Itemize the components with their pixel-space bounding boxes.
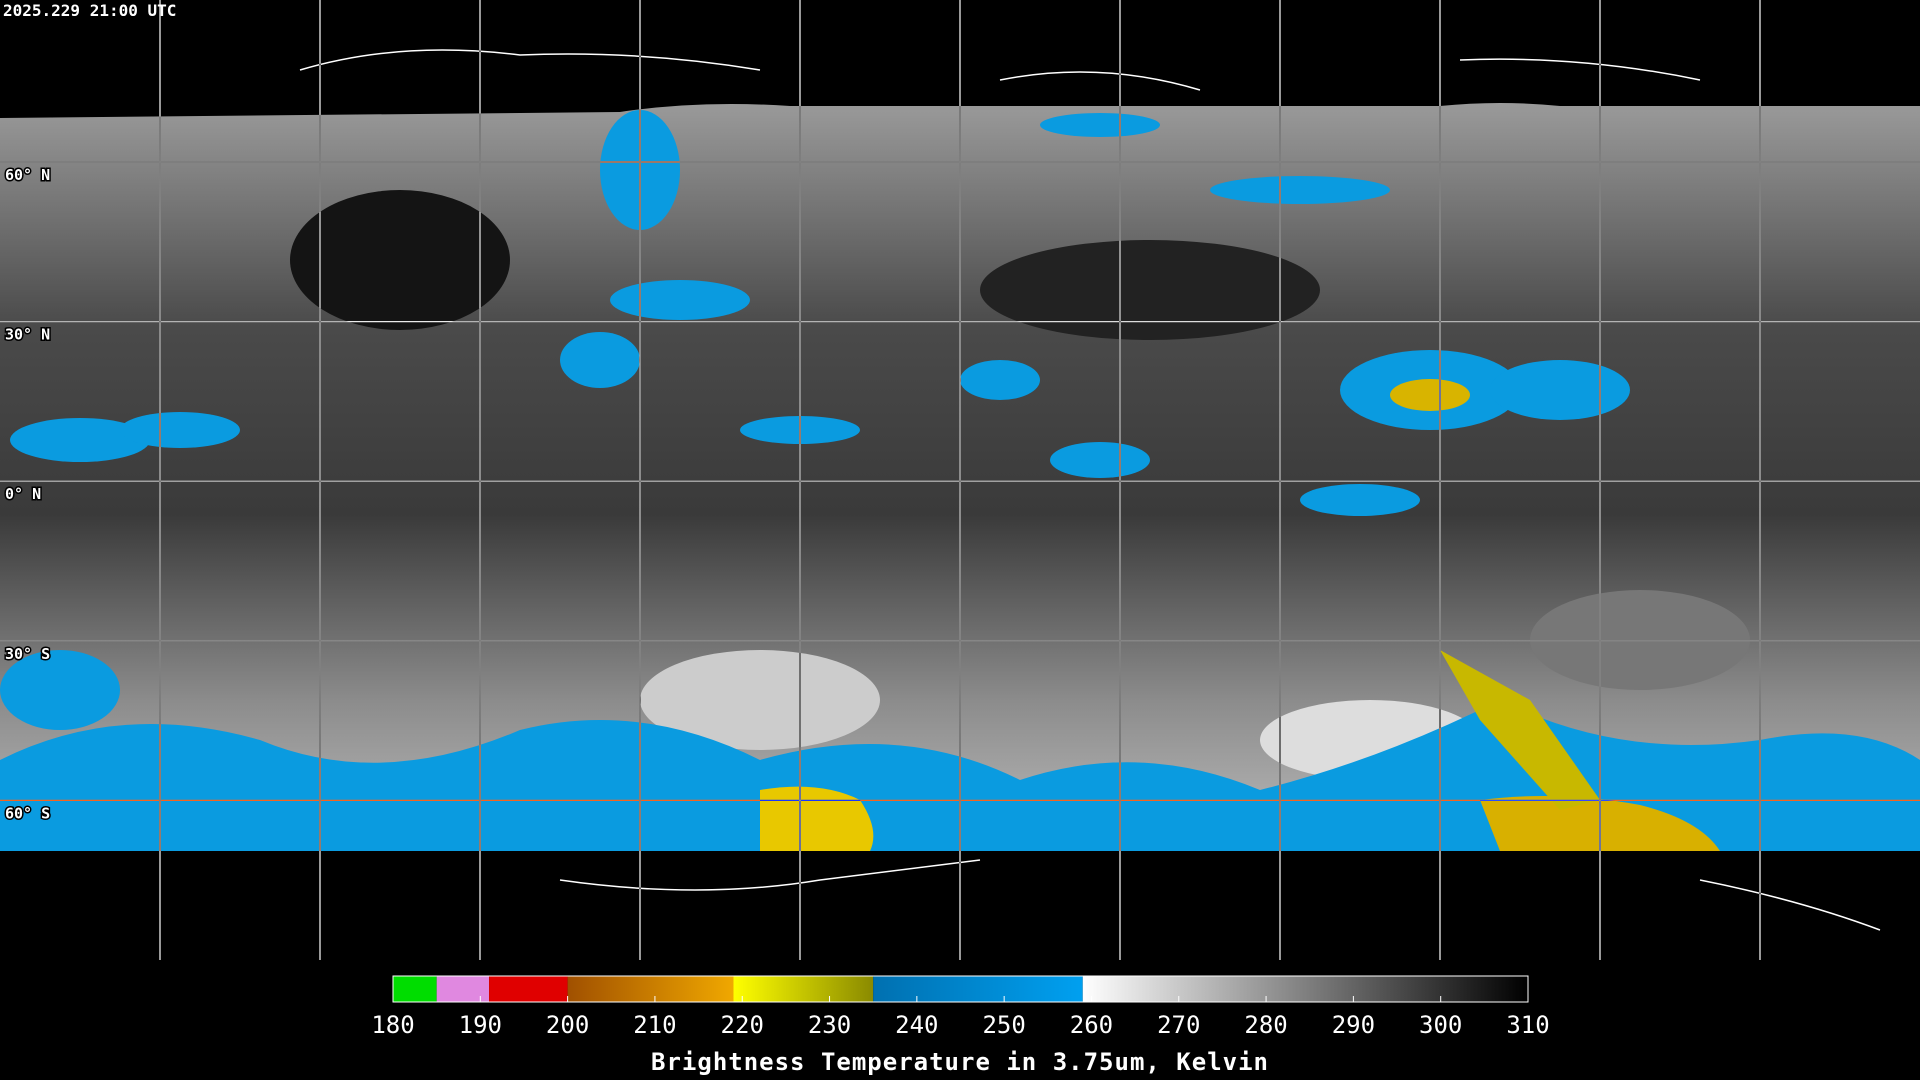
cloud-region	[120, 412, 240, 448]
colorbar-tick-label: 180	[371, 1011, 414, 1039]
colorbar-tick-label: 290	[1332, 1011, 1375, 1039]
very-cold-cloud	[1440, 650, 1600, 810]
colorbar-segment	[436, 976, 490, 1002]
cloud-region	[560, 332, 640, 388]
graticule: 60° N 30° N 0° N 30° S 60° S	[0, 0, 1920, 960]
clear-land	[980, 240, 1320, 340]
colorbar: 180 190 200 210 220 230 240 250 260 270 280 290 300 3…	[371, 975, 1550, 1039]
cloud-region	[1050, 442, 1150, 478]
colorbar-segment	[393, 976, 437, 1002]
colorbar-segment	[873, 976, 1083, 1002]
clear-land	[290, 190, 510, 330]
colorbar-segment	[567, 976, 734, 1002]
colorbar-tick-label: 230	[808, 1011, 851, 1039]
colorbar-tick-label: 240	[895, 1011, 938, 1039]
colorbar-title: Brightness Temperature in 3.75um, Kelvin	[651, 1048, 1269, 1076]
cloud-region	[610, 280, 750, 320]
colorbar-tick-label: 280	[1244, 1011, 1287, 1039]
very-cold-cloud	[1390, 379, 1470, 411]
cloud-region	[1300, 484, 1420, 516]
very-cold-cloud	[760, 786, 874, 851]
colorbar-segment	[733, 976, 874, 1002]
colorbar-tick-label: 300	[1419, 1011, 1462, 1039]
colorbar-frame	[392, 975, 1529, 1003]
timestamp: 2025.229 21:00 UTC	[3, 1, 176, 20]
cloud-region	[0, 650, 120, 730]
colorbar-tick-label: 210	[633, 1011, 676, 1039]
colorbar-tick-label: 270	[1157, 1011, 1200, 1039]
cloud-region	[640, 650, 880, 750]
colorbar-segment	[1082, 976, 1528, 1002]
latitude-label: 30° S	[5, 645, 50, 663]
cloud-region	[1040, 113, 1160, 137]
cloud-region	[10, 418, 150, 462]
cloud-region	[1210, 176, 1390, 204]
colorbar-tick-label: 250	[982, 1011, 1025, 1039]
latitude-label: 0° N	[5, 485, 41, 503]
colorbar-segment	[489, 976, 568, 1002]
colorbar-tick-label: 200	[546, 1011, 589, 1039]
coastline	[299, 49, 1881, 931]
cloud-region	[960, 360, 1040, 400]
colorbar-tick-label: 310	[1506, 1011, 1549, 1039]
latitude-label: 60° N	[5, 166, 50, 184]
colorbar-tick-label: 190	[459, 1011, 502, 1039]
colorbar-tick-label: 260	[1070, 1011, 1113, 1039]
latitude-label: 60° S	[5, 804, 50, 822]
colorbar-tick-label: 220	[721, 1011, 764, 1039]
latitude-label: 30° N	[5, 326, 50, 344]
cloud-region	[1490, 360, 1630, 420]
cloud-region	[1530, 590, 1750, 690]
